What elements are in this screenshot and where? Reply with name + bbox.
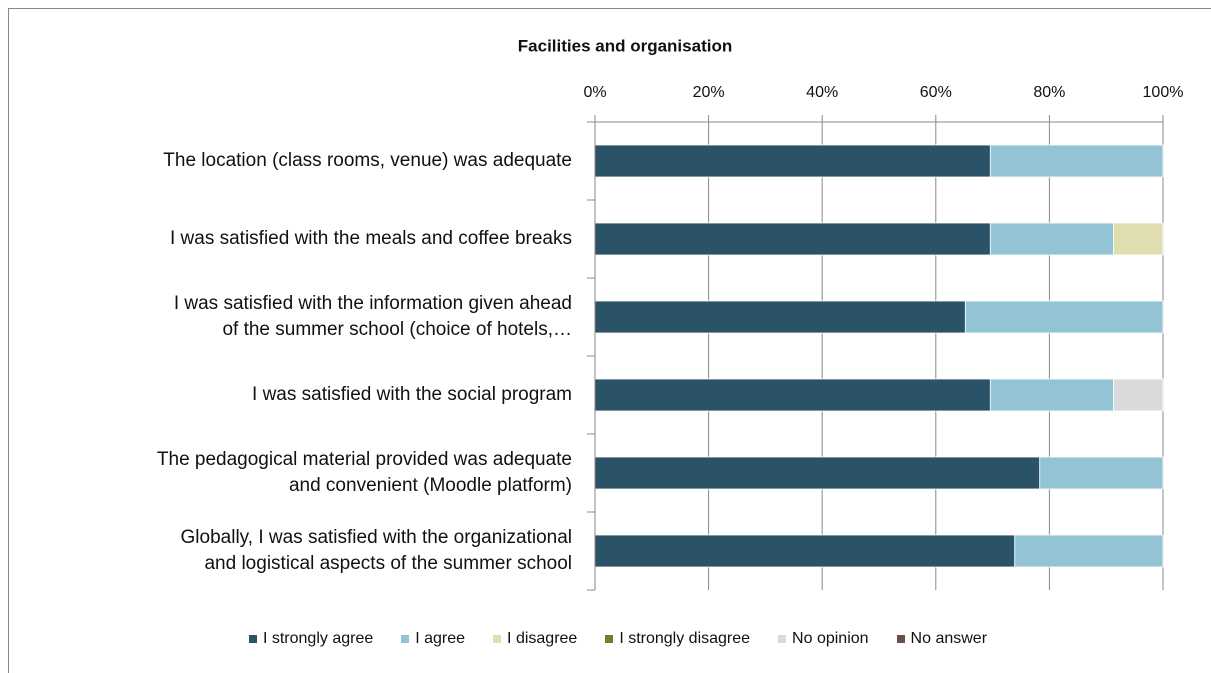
legend-item: I strongly agree bbox=[248, 630, 374, 648]
bar-segment bbox=[989, 222, 1114, 256]
legend-label: I strongly disagree bbox=[619, 630, 751, 647]
bar-segment bbox=[594, 456, 1041, 490]
x-tick-label: 20% bbox=[693, 84, 725, 101]
legend: I strongly agree I agree I disagree I stron… bbox=[0, 630, 1211, 648]
x-tick-label: 60% bbox=[920, 84, 952, 101]
legend-item: No opinion bbox=[778, 630, 869, 648]
bar-segment bbox=[594, 378, 991, 412]
bar-segment bbox=[1039, 456, 1164, 490]
category-label: I was satisfied with the information giv… bbox=[173, 293, 572, 340]
legend-item: I agree bbox=[401, 630, 465, 648]
legend-label: No opinion bbox=[792, 630, 869, 647]
category-label: I was satisfied with the meals and coffe… bbox=[169, 228, 572, 249]
category-label: I was satisfied with the social program bbox=[252, 384, 572, 405]
bar-segment bbox=[989, 378, 1114, 412]
grid bbox=[594, 115, 1164, 590]
x-tick-label: 80% bbox=[1033, 84, 1065, 101]
legend-item: I disagree bbox=[493, 630, 577, 648]
legend-swatch bbox=[248, 635, 257, 643]
legend-swatch bbox=[401, 635, 410, 643]
legend-swatch bbox=[778, 635, 787, 643]
legend-label: No answer bbox=[910, 630, 988, 647]
bar-segment bbox=[1113, 222, 1164, 256]
category-label: Globally, I was satisfied with the organ… bbox=[180, 527, 572, 574]
legend-swatch bbox=[605, 635, 614, 643]
bar-segment bbox=[1113, 378, 1164, 412]
bar-segment bbox=[594, 300, 966, 334]
legend-label: I disagree bbox=[507, 630, 578, 647]
legend-swatch bbox=[493, 635, 502, 643]
bar-segment bbox=[594, 222, 991, 256]
bar-segment bbox=[989, 144, 1164, 178]
legend-item: I strongly disagree bbox=[605, 630, 750, 648]
x-tick-label: 40% bbox=[806, 84, 838, 101]
x-tick-label: 0% bbox=[583, 84, 606, 101]
legend-item: No answer bbox=[896, 630, 988, 648]
bar-segment bbox=[1014, 534, 1164, 568]
frame bbox=[8, 8, 1211, 673]
x-tick-label: 100% bbox=[1143, 84, 1184, 101]
category-label: The location (class rooms, venue) was ad… bbox=[163, 150, 572, 171]
legend-label: I strongly agree bbox=[262, 630, 374, 647]
category-label: The pedagogical material provided was ad… bbox=[156, 449, 572, 496]
legend-label: I agree bbox=[415, 630, 466, 647]
chart-title: Facilities and organisation bbox=[518, 36, 732, 55]
bar-segment bbox=[594, 144, 991, 178]
legend-swatch bbox=[896, 635, 905, 643]
bar-segment bbox=[594, 534, 1016, 568]
bar-segment bbox=[964, 300, 1164, 334]
